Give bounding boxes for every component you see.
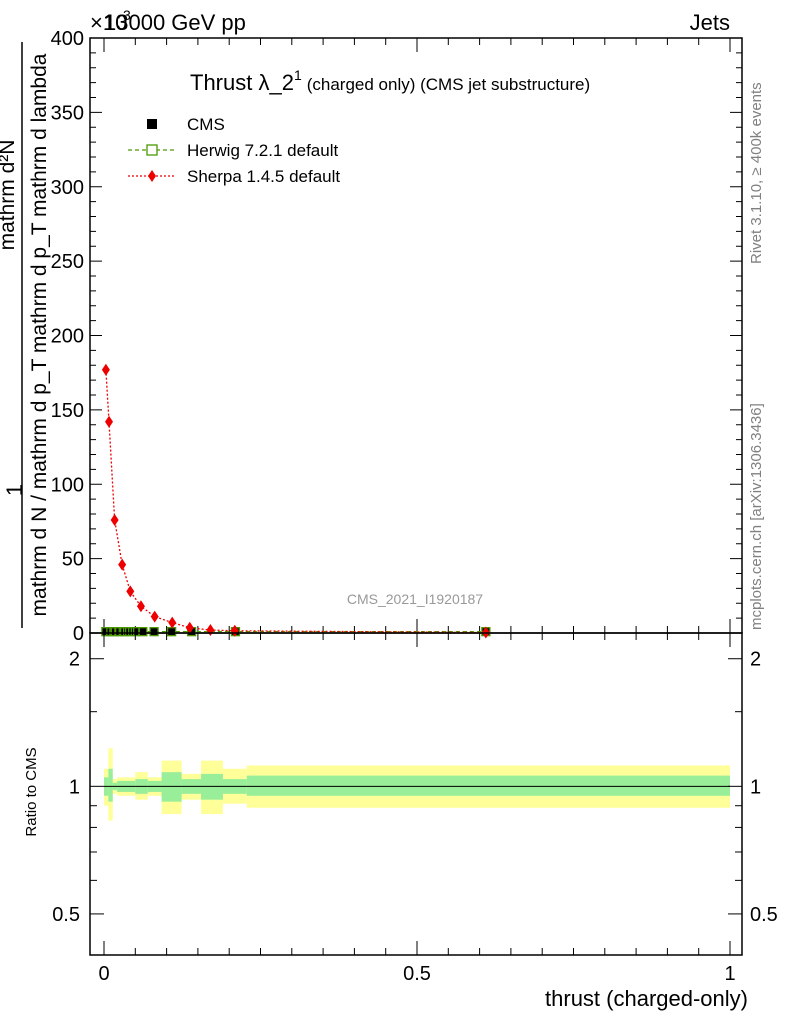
sherpa-point <box>105 415 114 428</box>
herwig-point <box>138 627 148 637</box>
ratio-xtick-label: 0.5 <box>403 963 431 985</box>
main-ytick-label: 100 <box>51 474 84 496</box>
legend-label: CMS <box>187 115 225 134</box>
plot-title-main: Thrust λ_2 <box>190 70 294 95</box>
ratio-plot-panel: 0 0.5 1 0.5 0.5 1 1 2 2 <box>52 632 778 985</box>
ratio-ytick-label-right: 0.5 <box>750 904 778 926</box>
x-axis-label: thrust (charged-only) <box>545 986 748 1011</box>
plot-subtitle: (charged only) (CMS jet substructure) <box>307 75 590 94</box>
herwig-point <box>115 627 125 637</box>
herwig-point <box>125 627 135 637</box>
cms-point <box>101 627 110 636</box>
ratio-ytick-label: 1 <box>69 776 80 798</box>
sherpa-series-line <box>105 369 486 634</box>
herwig-point <box>120 627 130 637</box>
cms-point <box>125 627 134 636</box>
legend-marker-herwig <box>146 144 158 156</box>
main-ylabel: 1 mathrm d²N mathrm d N / mathrm d p_T m… <box>0 42 51 628</box>
legend-label: Herwig 7.2.1 default <box>187 141 338 160</box>
main-ytick-label: 300 <box>51 177 84 199</box>
main-ytick-label: 400 <box>51 28 84 50</box>
main-ytick-label: 0 <box>73 623 84 645</box>
sherpa-point <box>110 513 119 526</box>
plot-title-sup: 1 <box>294 67 302 83</box>
sherpa-point <box>185 621 194 634</box>
main-ytick-label: 350 <box>51 102 84 124</box>
ratio-band-inner <box>108 768 113 802</box>
plot-title-group: Thrust λ_21 (charged only) (CMS jet subst… <box>190 67 590 95</box>
cms-point <box>131 627 140 636</box>
ratio-band-inner <box>246 775 730 796</box>
sherpa-point <box>126 585 135 598</box>
cms-point <box>167 627 176 636</box>
ratio-frame <box>89 632 743 956</box>
main-ytick-label: 250 <box>51 251 84 273</box>
herwig-point <box>101 627 111 637</box>
sherpa-point <box>230 624 239 637</box>
cms-point <box>150 627 159 636</box>
header-exponent-power: 3 <box>123 7 131 23</box>
cms-point <box>187 627 196 636</box>
header-left: 13000 GeV pp <box>104 10 246 35</box>
herwig-point <box>166 627 177 637</box>
ratio-ytick-label: 2 <box>69 649 80 671</box>
header-exponent: ×10 <box>90 10 127 35</box>
ratio-xtick-label: 1 <box>724 963 735 985</box>
legend-marker-sherpa <box>148 170 156 182</box>
ratio-ytick-label-right: 2 <box>750 649 761 671</box>
sherpa-point <box>136 600 145 613</box>
sherpa-point <box>101 363 110 376</box>
ratio-xtick-label: 0 <box>98 963 109 985</box>
cms-point <box>120 627 129 636</box>
legend: CMS Herwig 7.2.1 default Sherpa 1.4.5 defa… <box>128 115 340 186</box>
ratio-ytick-label-right: 1 <box>750 776 761 798</box>
watermark: CMS_2021_I1920187 <box>347 591 483 607</box>
ratio-band-inner <box>161 772 182 802</box>
plot-title: Thrust λ_21 (charged only) (CMS jet subst… <box>190 67 590 95</box>
sherpa-point <box>150 610 159 623</box>
legend-marker-cms <box>147 119 157 129</box>
herwig-point <box>149 627 159 637</box>
rivet-label: Rivet 3.1.10, ≥ 400k events <box>748 82 765 264</box>
sherpa-point <box>206 624 215 637</box>
main-ylabel-top: 1 <box>2 484 27 496</box>
header-right: Jets <box>690 10 730 35</box>
ratio-ytick-label: 0.5 <box>52 904 80 926</box>
main-ytick-label: 200 <box>51 326 84 348</box>
main-ylabel-num: mathrm d²N <box>0 140 19 251</box>
main-ytick-label: 50 <box>62 549 84 571</box>
legend-label: Sherpa 1.4.5 default <box>187 167 340 186</box>
ratio-ylabel: Ratio to CMS <box>23 747 40 836</box>
main-ytick-label: 150 <box>51 400 84 422</box>
mcplots-label: mcplots.cern.ch [arXiv:1306.3436] <box>748 403 765 630</box>
sherpa-point <box>118 558 127 571</box>
cms-point <box>138 627 147 636</box>
sherpa-point <box>168 616 177 629</box>
main-ylabel-den: mathrm d N / mathrm d p_T mathrm d p_T m… <box>28 53 51 616</box>
